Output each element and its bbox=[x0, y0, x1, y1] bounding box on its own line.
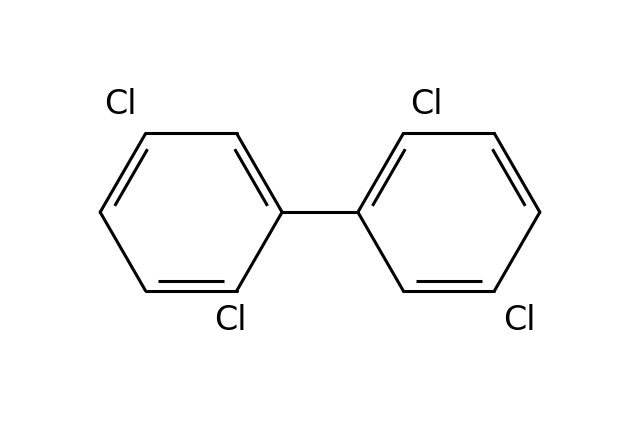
Text: Cl: Cl bbox=[503, 304, 536, 336]
Text: Cl: Cl bbox=[410, 88, 442, 121]
Text: Cl: Cl bbox=[104, 88, 137, 121]
Text: Cl: Cl bbox=[214, 304, 246, 336]
